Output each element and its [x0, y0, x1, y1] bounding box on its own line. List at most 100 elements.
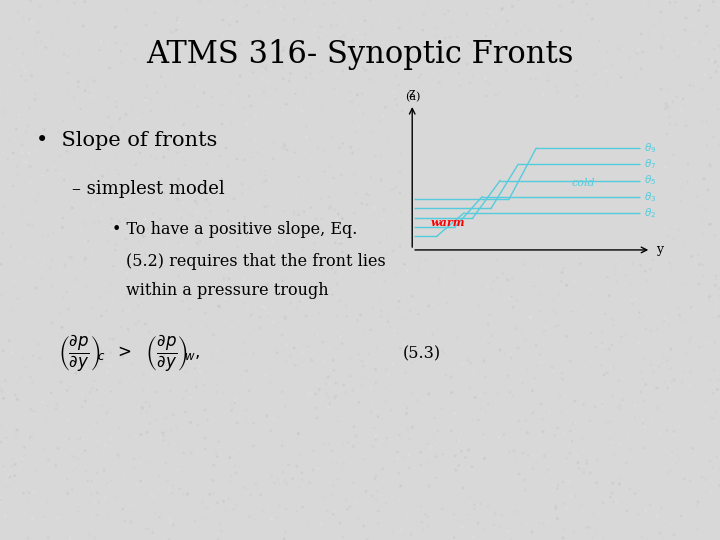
Point — [422, 440, 433, 448]
Point — [476, 350, 487, 359]
Point — [105, 124, 117, 132]
Point — [700, 205, 711, 214]
Point — [570, 230, 582, 238]
Point — [73, 362, 84, 370]
Point — [117, 68, 128, 77]
Point — [93, 498, 104, 507]
Point — [130, 55, 141, 64]
Point — [185, 496, 197, 505]
Point — [365, 173, 377, 181]
Point — [58, 293, 69, 302]
Point — [516, 312, 528, 320]
Point — [16, 232, 27, 241]
Point — [626, 299, 638, 308]
Point — [159, 180, 171, 188]
Point — [349, 381, 361, 389]
Point — [404, 454, 415, 462]
Point — [613, 403, 624, 412]
Point — [176, 21, 188, 29]
Point — [624, 485, 636, 494]
Point — [34, 354, 45, 362]
Point — [531, 362, 542, 371]
Point — [180, 194, 192, 202]
Point — [98, 185, 109, 194]
Point — [680, 349, 691, 358]
Point — [480, 406, 491, 415]
Point — [223, 187, 235, 195]
Point — [338, 387, 349, 395]
Text: •  Slope of fronts: • Slope of fronts — [36, 131, 217, 150]
Point — [490, 91, 502, 99]
Point — [680, 14, 692, 22]
Point — [264, 97, 275, 106]
Point — [545, 271, 557, 279]
Point — [655, 85, 667, 94]
Point — [112, 216, 124, 225]
Point — [38, 512, 50, 521]
Point — [36, 199, 48, 207]
Point — [502, 204, 513, 212]
Point — [210, 449, 222, 457]
Point — [258, 89, 270, 97]
Point — [380, 397, 392, 406]
Point — [179, 347, 191, 355]
Point — [6, 348, 17, 357]
Point — [575, 237, 586, 246]
Point — [334, 447, 346, 455]
Point — [338, 459, 350, 468]
Point — [570, 492, 581, 501]
Point — [170, 336, 181, 345]
Point — [233, 394, 244, 403]
Point — [659, 314, 670, 323]
Point — [449, 451, 461, 460]
Point — [581, 0, 593, 9]
Point — [260, 64, 271, 73]
Point — [277, 276, 289, 285]
Point — [9, 276, 20, 285]
Point — [517, 379, 528, 388]
Point — [586, 164, 598, 173]
Point — [346, 97, 358, 106]
Point — [304, 478, 315, 487]
Point — [587, 15, 598, 23]
Point — [346, 214, 358, 222]
Point — [17, 140, 28, 149]
Point — [590, 402, 601, 411]
Point — [204, 207, 216, 216]
Point — [542, 76, 554, 85]
Point — [497, 9, 508, 18]
Point — [24, 162, 36, 171]
Point — [116, 95, 127, 104]
Point — [554, 110, 565, 119]
Point — [637, 311, 649, 320]
Point — [538, 90, 549, 99]
Point — [195, 291, 207, 300]
Point — [154, 173, 166, 182]
Point — [0, 497, 6, 506]
Point — [572, 267, 583, 276]
Point — [24, 373, 36, 381]
Point — [180, 435, 192, 444]
Point — [42, 498, 53, 507]
Point — [250, 135, 261, 144]
Point — [654, 223, 666, 232]
Point — [474, 180, 485, 188]
Point — [561, 332, 572, 341]
Point — [201, 248, 212, 257]
Point — [658, 111, 670, 119]
Text: y: y — [656, 244, 663, 256]
Point — [482, 320, 494, 328]
Point — [616, 145, 627, 154]
Point — [218, 274, 230, 283]
Point — [474, 391, 486, 400]
Point — [689, 73, 701, 82]
Point — [319, 271, 330, 280]
Point — [706, 489, 718, 497]
Point — [486, 285, 498, 293]
Point — [319, 375, 330, 383]
Point — [586, 77, 598, 85]
Point — [377, 111, 389, 120]
Point — [66, 253, 77, 262]
Point — [243, 98, 255, 107]
Point — [103, 480, 114, 489]
